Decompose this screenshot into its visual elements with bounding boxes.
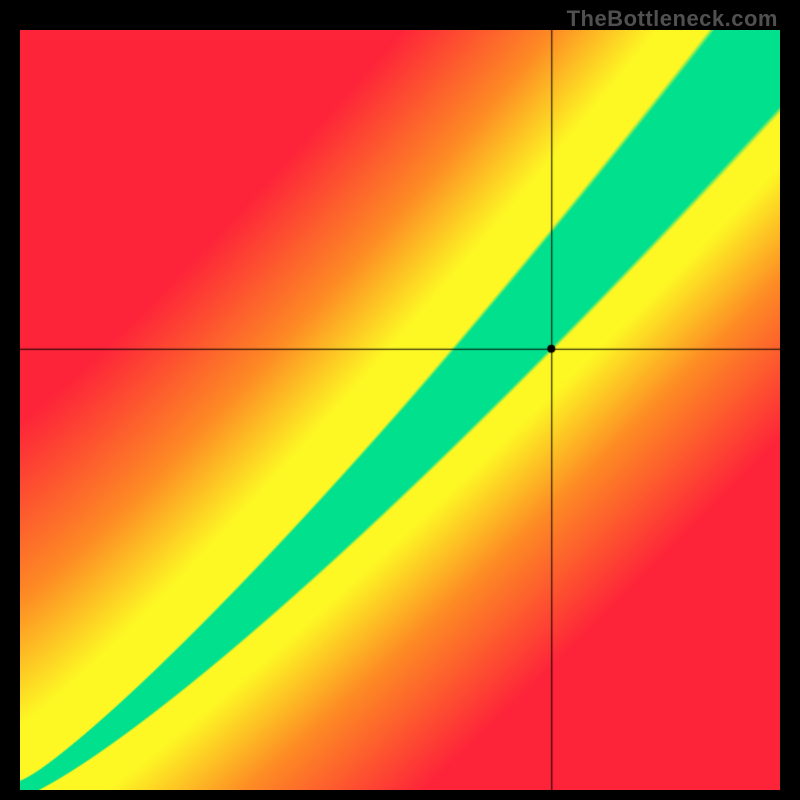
bottleneck-heatmap (20, 30, 780, 790)
watermark-text: TheBottleneck.com (567, 6, 778, 32)
